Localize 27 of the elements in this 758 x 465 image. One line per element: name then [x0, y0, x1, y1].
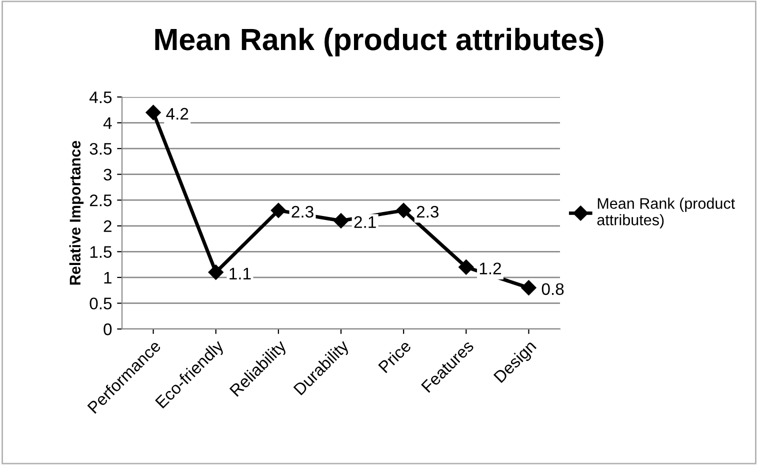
y-tick-label: 2 [104, 220, 112, 232]
y-tick-label: 4 [103, 117, 112, 129]
y-axis-title: Relative Importance [69, 140, 84, 285]
point [458, 260, 474, 275]
data-label: 1.1 [230, 268, 251, 280]
y-tick-label: 2.5 [90, 194, 112, 206]
point [396, 202, 412, 218]
legend-label: Mean Rank (product attributes) [597, 198, 735, 228]
data-label: 0.8 [542, 283, 564, 296]
y-tick-label: 0 [104, 323, 112, 336]
data-label: 1.2 [480, 262, 501, 274]
point [333, 213, 349, 228]
y-tick-label: 1.5 [90, 246, 112, 258]
data-label: 2.3 [292, 206, 314, 218]
chart-title: Mean Rank (product attributes) [155, 28, 604, 56]
point [146, 104, 161, 120]
y-tick-label: 3.5 [90, 142, 112, 155]
y-tick-label: 0.5 [90, 298, 112, 310]
y-tick-label: 1 [104, 272, 112, 284]
data-label: 4.2 [166, 108, 188, 120]
point [270, 202, 286, 218]
point [208, 264, 224, 280]
y-tick-label: 4.5 [89, 92, 112, 104]
data-label: 2.1 [354, 216, 376, 228]
y-tick-label: 3 [104, 168, 112, 181]
point [521, 280, 536, 296]
data-label: 2.3 [416, 206, 439, 218]
